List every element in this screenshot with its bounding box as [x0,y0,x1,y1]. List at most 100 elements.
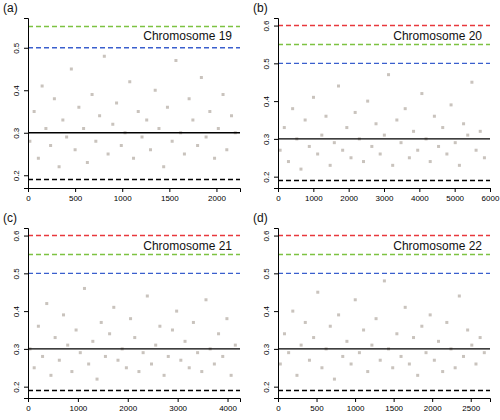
y-tick-mark [24,48,28,49]
x-axis-line [29,189,241,193]
point [145,119,148,122]
y-tick-label: 0.5 [262,58,271,70]
point [205,136,208,139]
point [370,344,373,347]
y-tick-label: 0.6 [262,20,271,32]
point [312,96,315,99]
x-tick-mark [355,398,356,402]
point [221,355,224,358]
y-tick-mark [24,236,28,237]
point [291,310,294,313]
point [179,359,182,362]
point [391,366,394,369]
y-axis-line [274,19,279,189]
point [225,317,228,320]
x-tick: 1000 [305,188,323,203]
point [154,344,157,347]
point [354,111,357,114]
point [137,370,140,373]
x-tick-label: 0 [26,194,31,203]
x-tick-label: 500 [69,194,83,203]
x-tick-label: 1000 [347,404,365,413]
panel: 050010001500200025000.20.30.40.50.6Chrom… [253,211,491,413]
point [33,110,36,113]
y-tick: 0.2 [12,381,28,393]
point [437,340,440,343]
point [387,73,390,76]
point [61,119,64,122]
panel: 010002000300040000.20.30.40.50.6Chromoso… [3,211,241,413]
point [192,321,195,324]
point [466,134,469,137]
point [350,363,353,366]
point [366,100,369,103]
y-tick-label: 0.5 [12,42,21,54]
y-tick-mark [274,26,278,27]
point [383,134,386,137]
point [362,329,365,332]
point [188,97,191,100]
x-tick: 0 [26,398,31,413]
y-tick: 0.5 [12,42,28,54]
point [362,160,365,163]
x-tick-label: 2000 [119,404,137,413]
point [483,351,486,354]
point [404,306,407,309]
point [474,363,477,366]
point [222,93,225,96]
point [454,366,457,369]
x-tick-label: 6000 [482,194,500,203]
point [120,144,123,147]
point [154,89,157,92]
marks [278,26,490,181]
point [375,122,378,125]
point [429,160,432,163]
point [86,161,89,164]
threshold-line [28,132,240,133]
x-tick-label: 5000 [446,194,464,203]
y-axis: 0.20.30.40.50.6 [12,229,29,399]
point [279,149,282,152]
point [412,130,415,133]
threshold-line [28,390,240,391]
y-tick-label: 0.6 [12,230,21,242]
point [462,355,465,358]
point [379,359,382,362]
x-tick-label: 4000 [219,404,237,413]
y-tick-label: 0.3 [262,343,271,355]
point [53,97,56,100]
y-tick-mark [274,63,278,64]
point [450,103,453,106]
threshold-line [28,348,240,349]
x-tick: 6000 [482,188,500,203]
point [279,363,282,366]
point [82,127,85,130]
point [108,332,111,335]
y-tick-label: 0.5 [12,268,21,280]
point [128,80,131,83]
y-axis: 0.20.30.40.5 [12,19,29,189]
x-tick-mark [178,398,179,402]
x-tick-mark [169,188,170,192]
point [429,313,432,316]
panel-label: (c) [3,211,17,225]
point [341,149,344,152]
x-tick: 3000 [169,398,187,413]
x-tick-label: 1000 [114,194,132,203]
y-tick-mark [274,139,278,140]
point [132,157,135,160]
point [107,153,110,156]
point [400,141,403,144]
threshold-line [278,390,490,391]
y-tick: 0.5 [12,268,28,280]
point [213,157,216,160]
point [174,59,177,62]
y-tick-mark [274,177,278,178]
point [287,351,290,354]
threshold-line [28,254,240,255]
y-tick-mark [274,387,278,388]
point [425,351,428,354]
y-tick-label: 0.3 [12,343,21,355]
point [483,156,486,159]
point [329,164,332,167]
